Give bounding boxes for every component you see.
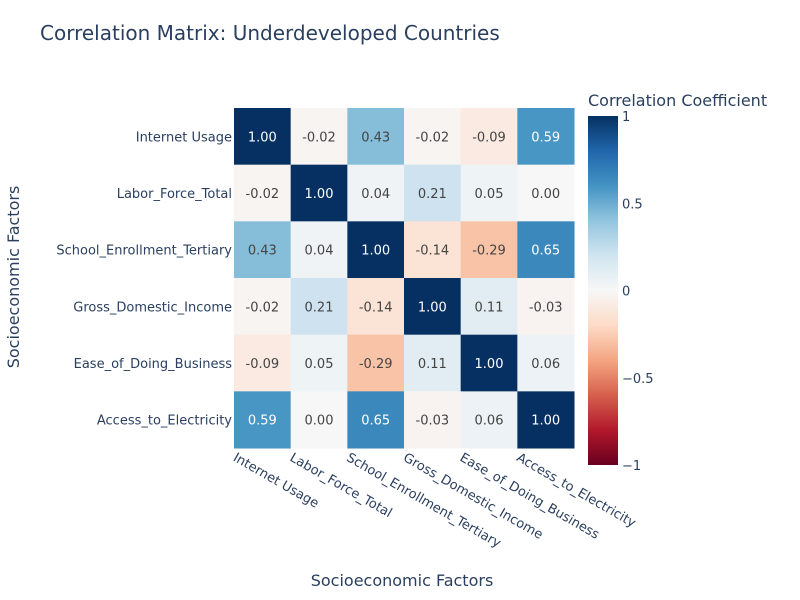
cell-value-label: -0.02: [246, 300, 280, 315]
cell-value-label: 0.00: [305, 414, 334, 429]
colorbar: Correlation Coefficient 1 0.5 0 −0.5 −1: [588, 91, 767, 474]
cell-value-label: -0.29: [359, 357, 393, 372]
cell-value-label: 1.00: [418, 300, 447, 315]
heatmap-cell: [517, 221, 575, 279]
cell-value-label: 1.00: [248, 130, 277, 145]
heatmap-cell: [404, 278, 462, 336]
colorbar-ticks: 1 0.5 0 −0.5 −1: [622, 110, 654, 474]
heatmap-cell: [290, 334, 348, 392]
colorbar-tick-label: −0.5: [622, 372, 654, 387]
y-tick-label: Ease_of_Doing_Business: [74, 357, 233, 372]
heatmap-cell: [517, 278, 575, 336]
cell-value-label: 0.65: [531, 244, 560, 259]
heatmap-cell: [290, 164, 348, 222]
heatmap-cell: [290, 221, 348, 279]
cell-value-label: -0.03: [529, 300, 563, 315]
cell-value-label: -0.09: [472, 130, 506, 145]
cell-value-label: 1.00: [531, 414, 560, 429]
colorbar-tick-label: 0: [622, 285, 630, 300]
x-axis-title: Socioeconomic Factors: [311, 571, 494, 590]
heatmap-cell: [517, 391, 575, 449]
y-tick-label: School_Enrollment_Tertiary: [56, 244, 232, 259]
cell-value-label: 0.11: [418, 357, 447, 372]
heatmap-cell: [517, 108, 575, 166]
cell-value-label: 0.59: [248, 414, 277, 429]
x-tick-label: Labor_Force_Total: [287, 450, 394, 521]
heatmap-cell: [460, 391, 518, 449]
heatmap-cell: [347, 278, 405, 336]
cell-value-label: -0.14: [416, 244, 450, 259]
cell-value-label: 0.65: [361, 414, 390, 429]
heatmap-cell: [404, 221, 462, 279]
cell-value-label: 1.00: [361, 244, 390, 259]
cell-value-label: -0.29: [472, 244, 506, 259]
heatmap-cell: [460, 334, 518, 392]
y-tick-label: Gross_Domestic_Income: [73, 300, 232, 315]
heatmap-cell: [517, 164, 575, 222]
heatmap-cell: [234, 391, 292, 449]
y-tick-label: Labor_Force_Total: [117, 187, 232, 202]
cell-value-label: -0.02: [246, 187, 280, 202]
heatmap-cell: [460, 164, 518, 222]
heatmap-cells: 1.00 -0.02 0.43 -0.02 -0.09 0.59 -0.02 1.00 0.04…: [234, 108, 575, 449]
heatmap-cell: [347, 391, 405, 449]
cell-value-label: -0.03: [416, 414, 450, 429]
heatmap-cell: [460, 278, 518, 336]
heatmap-cell: [517, 334, 575, 392]
heatmap-cell: [234, 164, 292, 222]
heatmap-cell: [404, 164, 462, 222]
heatmap-cell: [234, 334, 292, 392]
heatmap-cell: [347, 164, 405, 222]
cell-value-label: 0.11: [475, 300, 504, 315]
heatmap-cell: [404, 334, 462, 392]
cell-value-label: 0.05: [305, 357, 334, 372]
cell-value-label: 0.21: [418, 187, 447, 202]
cell-value-label: 0.06: [475, 414, 504, 429]
heatmap-cell: [347, 221, 405, 279]
cell-value-label: 0.06: [531, 357, 560, 372]
colorbar-gradient: [588, 116, 618, 465]
colorbar-tick-label: 0.5: [622, 197, 643, 212]
heatmap-cell: [347, 108, 405, 166]
heatmap-cell: [460, 221, 518, 279]
cell-value-label: 0.59: [531, 130, 560, 145]
cell-value-label: 0.05: [475, 187, 504, 202]
y-tick-label: Internet Usage: [136, 130, 232, 145]
heatmap-cell: [460, 108, 518, 166]
x-axis-ticks: Internet UsageLabor_Force_TotalSchool_En…: [230, 450, 638, 551]
colorbar-tick-label: −1: [622, 459, 641, 474]
y-axis-ticks: Internet Usage Labor_Force_Total School_En…: [56, 130, 232, 428]
y-tick-label: Access_to_Electricity: [97, 414, 232, 429]
heatmap-cell: [290, 391, 348, 449]
cell-value-label: -0.14: [359, 300, 393, 315]
cell-value-label: 0.04: [361, 187, 390, 202]
cell-value-label: 0.43: [361, 130, 390, 145]
heatmap-cell: [234, 108, 292, 166]
colorbar-tick-label: 1: [622, 110, 630, 125]
cell-value-label: 0.00: [531, 187, 560, 202]
colorbar-title: Correlation Coefficient: [588, 91, 767, 110]
heatmap-cell: [404, 108, 462, 166]
cell-value-label: 0.04: [305, 244, 334, 259]
heatmap-cell: [234, 278, 292, 336]
heatmap-cell: [404, 391, 462, 449]
y-axis-title: Socioeconomic Factors: [4, 186, 23, 369]
cell-value-label: 0.21: [305, 300, 334, 315]
heatmap-cell: [234, 221, 292, 279]
cell-value-label: -0.02: [302, 130, 336, 145]
heatmap-cell: [290, 278, 348, 336]
heatmap-cell: [290, 108, 348, 166]
heatmap-cell: [347, 334, 405, 392]
cell-value-label: -0.02: [416, 130, 450, 145]
cell-value-label: 1.00: [305, 187, 334, 202]
cell-value-label: -0.09: [246, 357, 280, 372]
chart-title: Correlation Matrix: Underdeveloped Count…: [40, 21, 500, 45]
cell-value-label: 0.43: [248, 244, 277, 259]
cell-value-label: 1.00: [475, 357, 504, 372]
